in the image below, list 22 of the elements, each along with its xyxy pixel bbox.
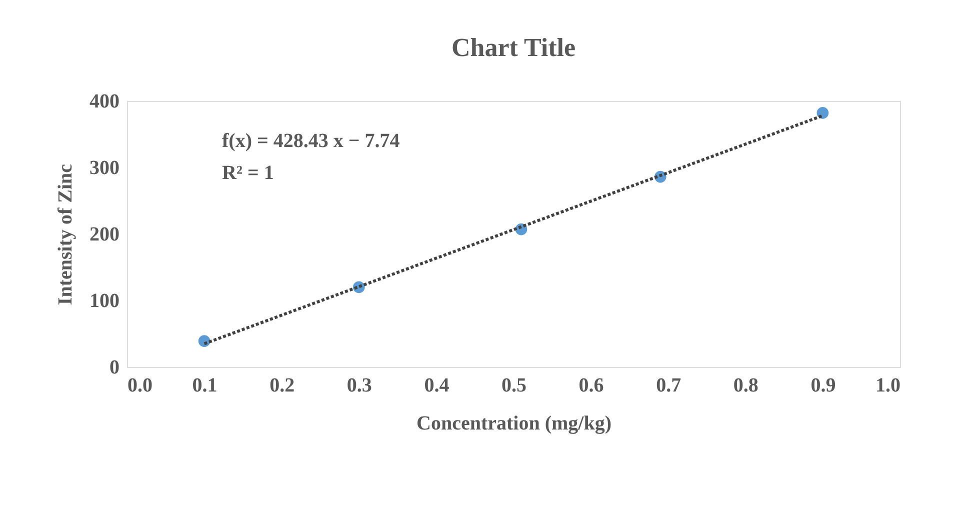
x-tick-label: 0.3 [346,374,372,396]
x-tick-label: 0.2 [270,374,295,396]
x-axis-title: Concentration (mg/kg) [416,412,612,434]
x-tick-label: 0.7 [656,374,682,396]
y-tick-label: 300 [90,157,120,179]
x-tick-label: 0.0 [128,374,152,396]
y-tick-label: 200 [90,224,120,246]
annotation: f(x) = 428.43 x − 7.74 [222,130,400,152]
x-tick-label: 0.5 [502,374,526,396]
x-tick-label: 0.8 [733,374,758,396]
y-tick-label: 400 [90,90,120,112]
x-tick-label: 0.4 [424,374,450,396]
annotation: R² = 1 [222,162,274,184]
y-axis-title: Intensity of Zinc [54,164,76,306]
y-tick-label: 100 [90,290,120,312]
x-tick-label: 0.6 [578,374,604,396]
x-tick-label: 1.0 [876,374,900,396]
point [816,107,829,119]
chart-title: Chart Title [452,33,576,62]
x-tick-label: 0.1 [192,374,218,396]
x-tick-label: 0.9 [810,374,836,396]
y-tick-label: 0 [110,356,120,378]
